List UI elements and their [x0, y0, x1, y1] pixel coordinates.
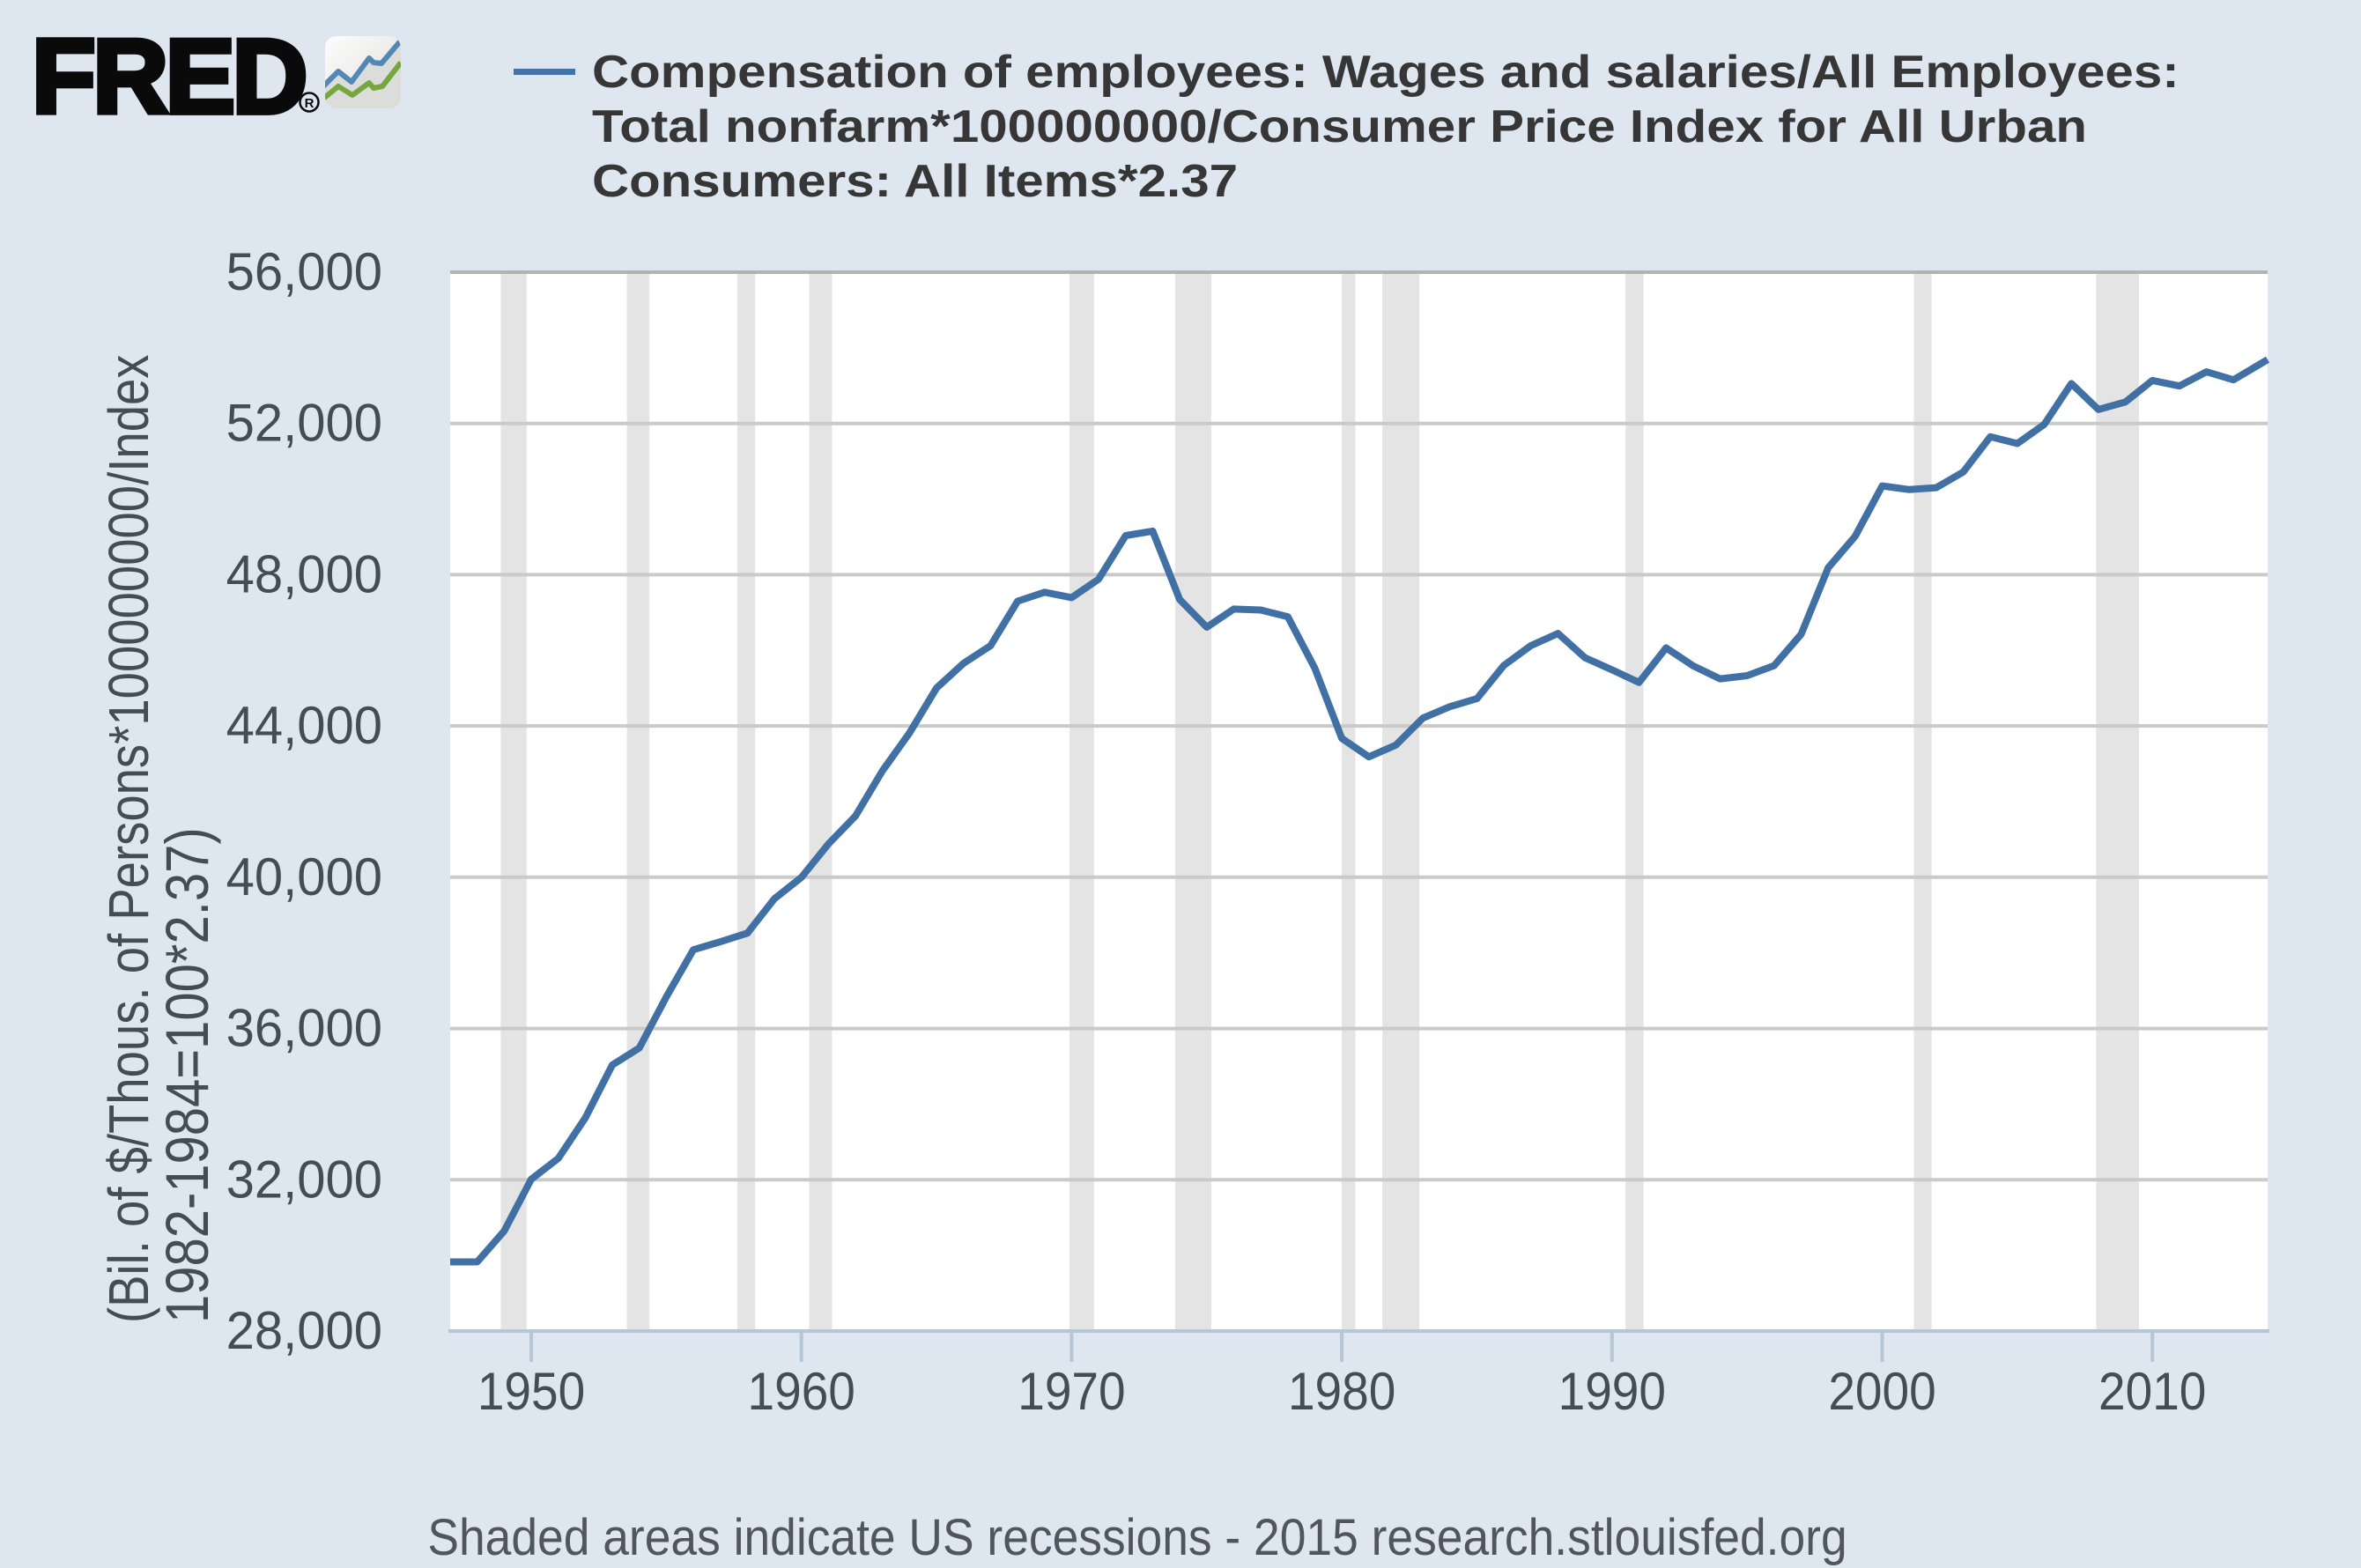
- svg-text:2010: 2010: [2098, 1363, 2206, 1422]
- svg-text:32,000: 32,000: [226, 1150, 382, 1209]
- svg-text:Compensation of employees: Wag: Compensation of employees: Wages and sal…: [592, 46, 2180, 97]
- svg-text:R: R: [305, 96, 315, 111]
- svg-text:36,000: 36,000: [226, 999, 382, 1058]
- svg-text:1980: 1980: [1288, 1363, 1395, 1422]
- svg-text:Shaded areas indicate US reces: Shaded areas indicate US recessions - 20…: [427, 1508, 1847, 1566]
- svg-text:(Bil. of $/Thous. of Persons*1: (Bil. of $/Thous. of Persons*100000000/I…: [97, 354, 160, 1323]
- svg-text:FRED: FRED: [32, 18, 305, 136]
- svg-text:52,000: 52,000: [226, 394, 382, 453]
- svg-text:1970: 1970: [1018, 1363, 1125, 1422]
- svg-text:44,000: 44,000: [226, 696, 382, 755]
- svg-text:1990: 1990: [1558, 1363, 1666, 1422]
- svg-text:56,000: 56,000: [226, 242, 382, 301]
- svg-text:Total nonfarm*100000000/Consum: Total nonfarm*100000000/Consumer Price I…: [592, 100, 2087, 152]
- svg-text:48,000: 48,000: [226, 544, 382, 603]
- svg-text:1982-1984=100*2.37): 1982-1984=100*2.37): [155, 827, 222, 1323]
- svg-text:28,000: 28,000: [226, 1301, 382, 1360]
- svg-text:1960: 1960: [748, 1363, 855, 1422]
- svg-text:Consumers: All Items*2.37: Consumers: All Items*2.37: [592, 155, 1238, 206]
- svg-text:1950: 1950: [477, 1363, 585, 1422]
- svg-text:40,000: 40,000: [226, 847, 382, 906]
- svg-text:2000: 2000: [1828, 1363, 1935, 1422]
